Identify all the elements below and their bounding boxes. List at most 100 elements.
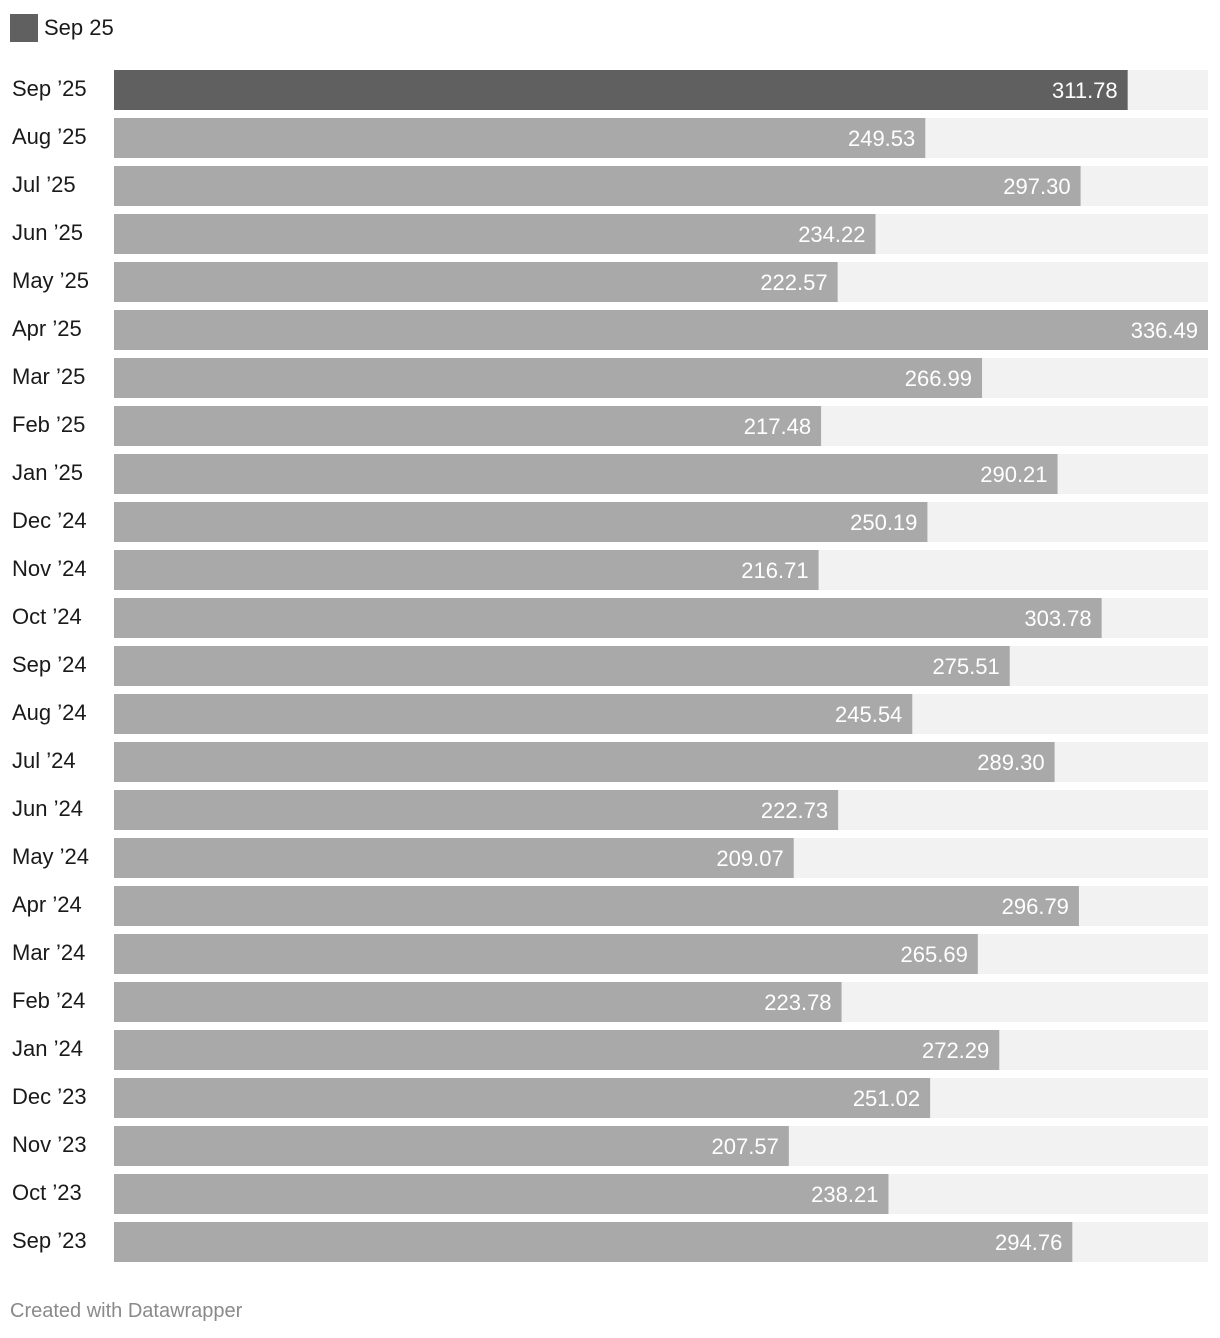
bar-row: Dec ’23 251.02 xyxy=(12,1078,1208,1118)
bar-row: Oct ’23 238.21 xyxy=(12,1174,1208,1214)
category-label: Sep ’24 xyxy=(12,652,87,677)
bar xyxy=(114,1030,1000,1070)
value-label: 245.54 xyxy=(835,702,902,727)
category-label: Sep ’25 xyxy=(12,76,87,101)
bar xyxy=(114,1126,789,1166)
category-label: Apr ’24 xyxy=(12,892,82,917)
value-label: 249.53 xyxy=(848,126,915,151)
category-label: Oct ’24 xyxy=(12,604,82,629)
bar-row: Jun ’24 222.73 xyxy=(12,790,1208,830)
bar xyxy=(114,646,1010,686)
bar-row: May ’24 209.07 xyxy=(12,838,1208,878)
value-label: 250.19 xyxy=(850,510,917,535)
bar-row: May ’25 222.57 xyxy=(12,262,1208,302)
value-label: 223.78 xyxy=(764,990,831,1015)
bar xyxy=(114,118,926,158)
category-label: Feb ’24 xyxy=(12,988,85,1013)
bar xyxy=(114,166,1081,206)
legend-swatch xyxy=(10,14,38,42)
bar-row: Nov ’23 207.57 xyxy=(12,1126,1208,1166)
value-label: 209.07 xyxy=(716,846,783,871)
bar xyxy=(114,550,819,590)
bar xyxy=(114,934,978,974)
bar-row: Mar ’24 265.69 xyxy=(12,934,1208,974)
category-label: Jul ’25 xyxy=(12,172,76,197)
category-label: Nov ’23 xyxy=(12,1132,87,1157)
bar xyxy=(114,694,913,734)
category-label: Feb ’25 xyxy=(12,412,85,437)
category-label: May ’24 xyxy=(12,844,89,869)
bar-row: Aug ’25 249.53 xyxy=(12,118,1208,158)
value-label: 216.71 xyxy=(741,558,808,583)
bar-row: Aug ’24 245.54 xyxy=(12,694,1208,734)
bar-row: Sep ’23 294.76 xyxy=(12,1222,1208,1262)
value-label: 289.30 xyxy=(977,750,1044,775)
value-label: 294.76 xyxy=(995,1230,1062,1255)
bar xyxy=(114,406,822,446)
category-label: Jun ’25 xyxy=(12,220,83,245)
bar-row: Jul ’24 289.30 xyxy=(12,742,1208,782)
value-label: 207.57 xyxy=(712,1134,779,1159)
bar-row: Jun ’25 234.22 xyxy=(12,214,1208,254)
value-label: 297.30 xyxy=(1003,174,1070,199)
bar xyxy=(114,1222,1073,1262)
value-label: 275.51 xyxy=(932,654,999,679)
category-label: Oct ’23 xyxy=(12,1180,82,1205)
category-label: Jan ’25 xyxy=(12,460,83,485)
bar-row: Nov ’24 216.71 xyxy=(12,550,1208,590)
value-label: 234.22 xyxy=(798,222,865,247)
category-label: Jan ’24 xyxy=(12,1036,83,1061)
value-label: 303.78 xyxy=(1024,606,1091,631)
bar xyxy=(114,310,1208,350)
value-label: 251.02 xyxy=(853,1086,920,1111)
category-label: Nov ’24 xyxy=(12,556,87,581)
value-label: 238.21 xyxy=(811,1182,878,1207)
value-label: 266.99 xyxy=(905,366,972,391)
bar-row: Dec ’24 250.19 xyxy=(12,502,1208,542)
bar-row: Feb ’24 223.78 xyxy=(12,982,1208,1022)
bar-row: Mar ’25 266.99 xyxy=(12,358,1208,398)
bar xyxy=(114,838,794,878)
category-label: May ’25 xyxy=(12,268,89,293)
bar xyxy=(114,502,928,542)
value-label: 290.21 xyxy=(980,462,1047,487)
bar xyxy=(114,982,842,1022)
category-label: Sep ’23 xyxy=(12,1228,87,1253)
bar-row: Jul ’25 297.30 xyxy=(12,166,1208,206)
bar xyxy=(114,790,839,830)
bar-row: Sep ’24 275.51 xyxy=(12,646,1208,686)
bar-row: Jan ’25 290.21 xyxy=(12,454,1208,494)
bar-row: Apr ’24 296.79 xyxy=(12,886,1208,926)
value-label: 217.48 xyxy=(744,414,811,439)
bar-row: Feb ’25 217.48 xyxy=(12,406,1208,446)
category-label: Jul ’24 xyxy=(12,748,76,773)
category-label: Apr ’25 xyxy=(12,316,82,341)
value-label: 296.79 xyxy=(1002,894,1069,919)
bar-row: Apr ’25 336.49 xyxy=(12,310,1208,350)
category-label: Aug ’25 xyxy=(12,124,87,149)
bar-row: Oct ’24 303.78 xyxy=(12,598,1208,638)
legend-label: Sep 25 xyxy=(44,15,114,40)
bar xyxy=(114,358,983,398)
value-label: 265.69 xyxy=(901,942,968,967)
footer-credit: Created with Datawrapper xyxy=(10,1300,243,1322)
value-label: 222.57 xyxy=(760,270,827,295)
bar xyxy=(114,598,1102,638)
category-label: Jun ’24 xyxy=(12,796,83,821)
value-label: 336.49 xyxy=(1131,318,1198,343)
bar xyxy=(114,886,1079,926)
value-label: 222.73 xyxy=(761,798,828,823)
bar xyxy=(114,70,1128,110)
bar xyxy=(114,454,1058,494)
category-label: Aug ’24 xyxy=(12,700,87,725)
legend: Sep 25 xyxy=(10,14,114,42)
bar xyxy=(114,1174,889,1214)
category-label: Dec ’24 xyxy=(12,508,87,533)
bar-row: Jan ’24 272.29 xyxy=(12,1030,1208,1070)
bar xyxy=(114,214,876,254)
bar xyxy=(114,262,838,302)
category-label: Mar ’25 xyxy=(12,364,85,389)
bar xyxy=(114,1078,931,1118)
category-label: Mar ’24 xyxy=(12,940,85,965)
